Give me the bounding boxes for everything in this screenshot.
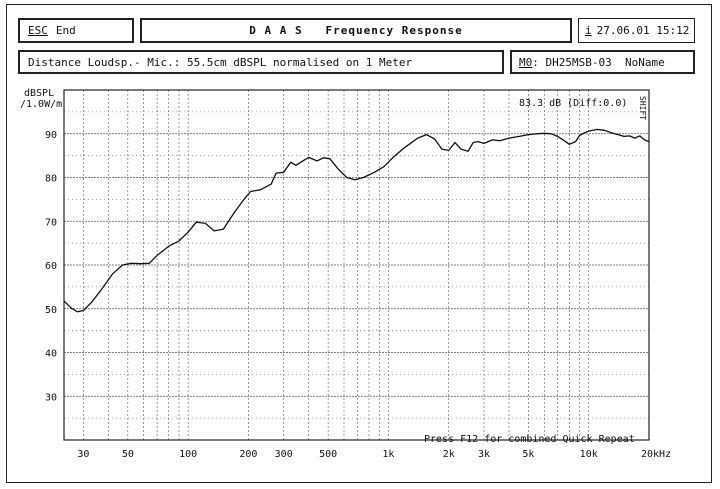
page-title: D A A S Frequency Response xyxy=(249,24,463,37)
status-hint: Press F12 for combined Quick Repeat xyxy=(424,434,635,445)
shift-indicator: SHIFT xyxy=(638,96,647,120)
model-key-label: M0 xyxy=(519,55,533,69)
x-tick-label: 10k xyxy=(580,449,598,460)
y-axis-label-unit: dBSPL xyxy=(24,88,54,99)
y-tick-label: 50 xyxy=(45,305,57,316)
y-tick-label: 40 xyxy=(45,349,57,360)
info-key-label: i xyxy=(585,24,592,37)
response-curve xyxy=(63,128,650,313)
x-tick-label: 50 xyxy=(122,449,134,460)
x-tick-label: 100 xyxy=(179,449,197,460)
y-tick-label: 80 xyxy=(45,174,57,185)
x-tick-label: 300 xyxy=(275,449,293,460)
chart-grid xyxy=(64,89,650,441)
y-tick-label: 90 xyxy=(45,130,57,141)
y-tick-label: 30 xyxy=(45,392,57,403)
description-text: Distance Loudsp.- Mic.: 55.5cm dBSPL nor… xyxy=(28,55,413,69)
x-tick-label: 2k xyxy=(443,449,455,460)
plot-area-border xyxy=(63,89,650,441)
level-readout: 83.3 dB (Diff:0.0) xyxy=(519,98,627,109)
x-tick-labels: 30 50 100 200 300 500 1k 2k 3k 5k 10k 20kHz xyxy=(77,449,671,460)
end-label: End xyxy=(55,24,76,37)
x-tick-label: 500 xyxy=(319,449,337,460)
x-tick-label: 3k xyxy=(478,449,490,460)
window-frame xyxy=(6,4,712,483)
info-date-button[interactable]: i 27.06.01 15:12 xyxy=(578,18,695,43)
x-tick-label: 1k xyxy=(382,449,394,460)
y-tick-label: 70 xyxy=(45,217,57,228)
y-tick-label: 60 xyxy=(45,261,57,272)
model-selector[interactable]: M0 : DH25MSB-03 NoName xyxy=(510,50,695,74)
x-tick-label: 5k xyxy=(522,449,534,460)
esc-key-label: ESC xyxy=(28,24,48,37)
x-tick-label: 200 xyxy=(239,449,257,460)
measurement-description: Distance Loudsp.- Mic.: 55.5cm dBSPL nor… xyxy=(18,50,504,74)
x-tick-label: 20kHz xyxy=(641,449,671,460)
y-tick-labels: 30 40 50 60 70 80 90 xyxy=(45,130,57,404)
escape-end-button[interactable]: ESC End xyxy=(18,18,134,43)
timestamp: 27.06.01 15:12 xyxy=(596,24,690,37)
series-group xyxy=(63,128,650,313)
title-bar: D A A S Frequency Response xyxy=(140,18,572,43)
model-name: : DH25MSB-03 NoName xyxy=(532,55,665,69)
x-tick-label: 30 xyxy=(77,449,89,460)
y-axis-label-ref: /1.0W/m xyxy=(20,99,62,110)
